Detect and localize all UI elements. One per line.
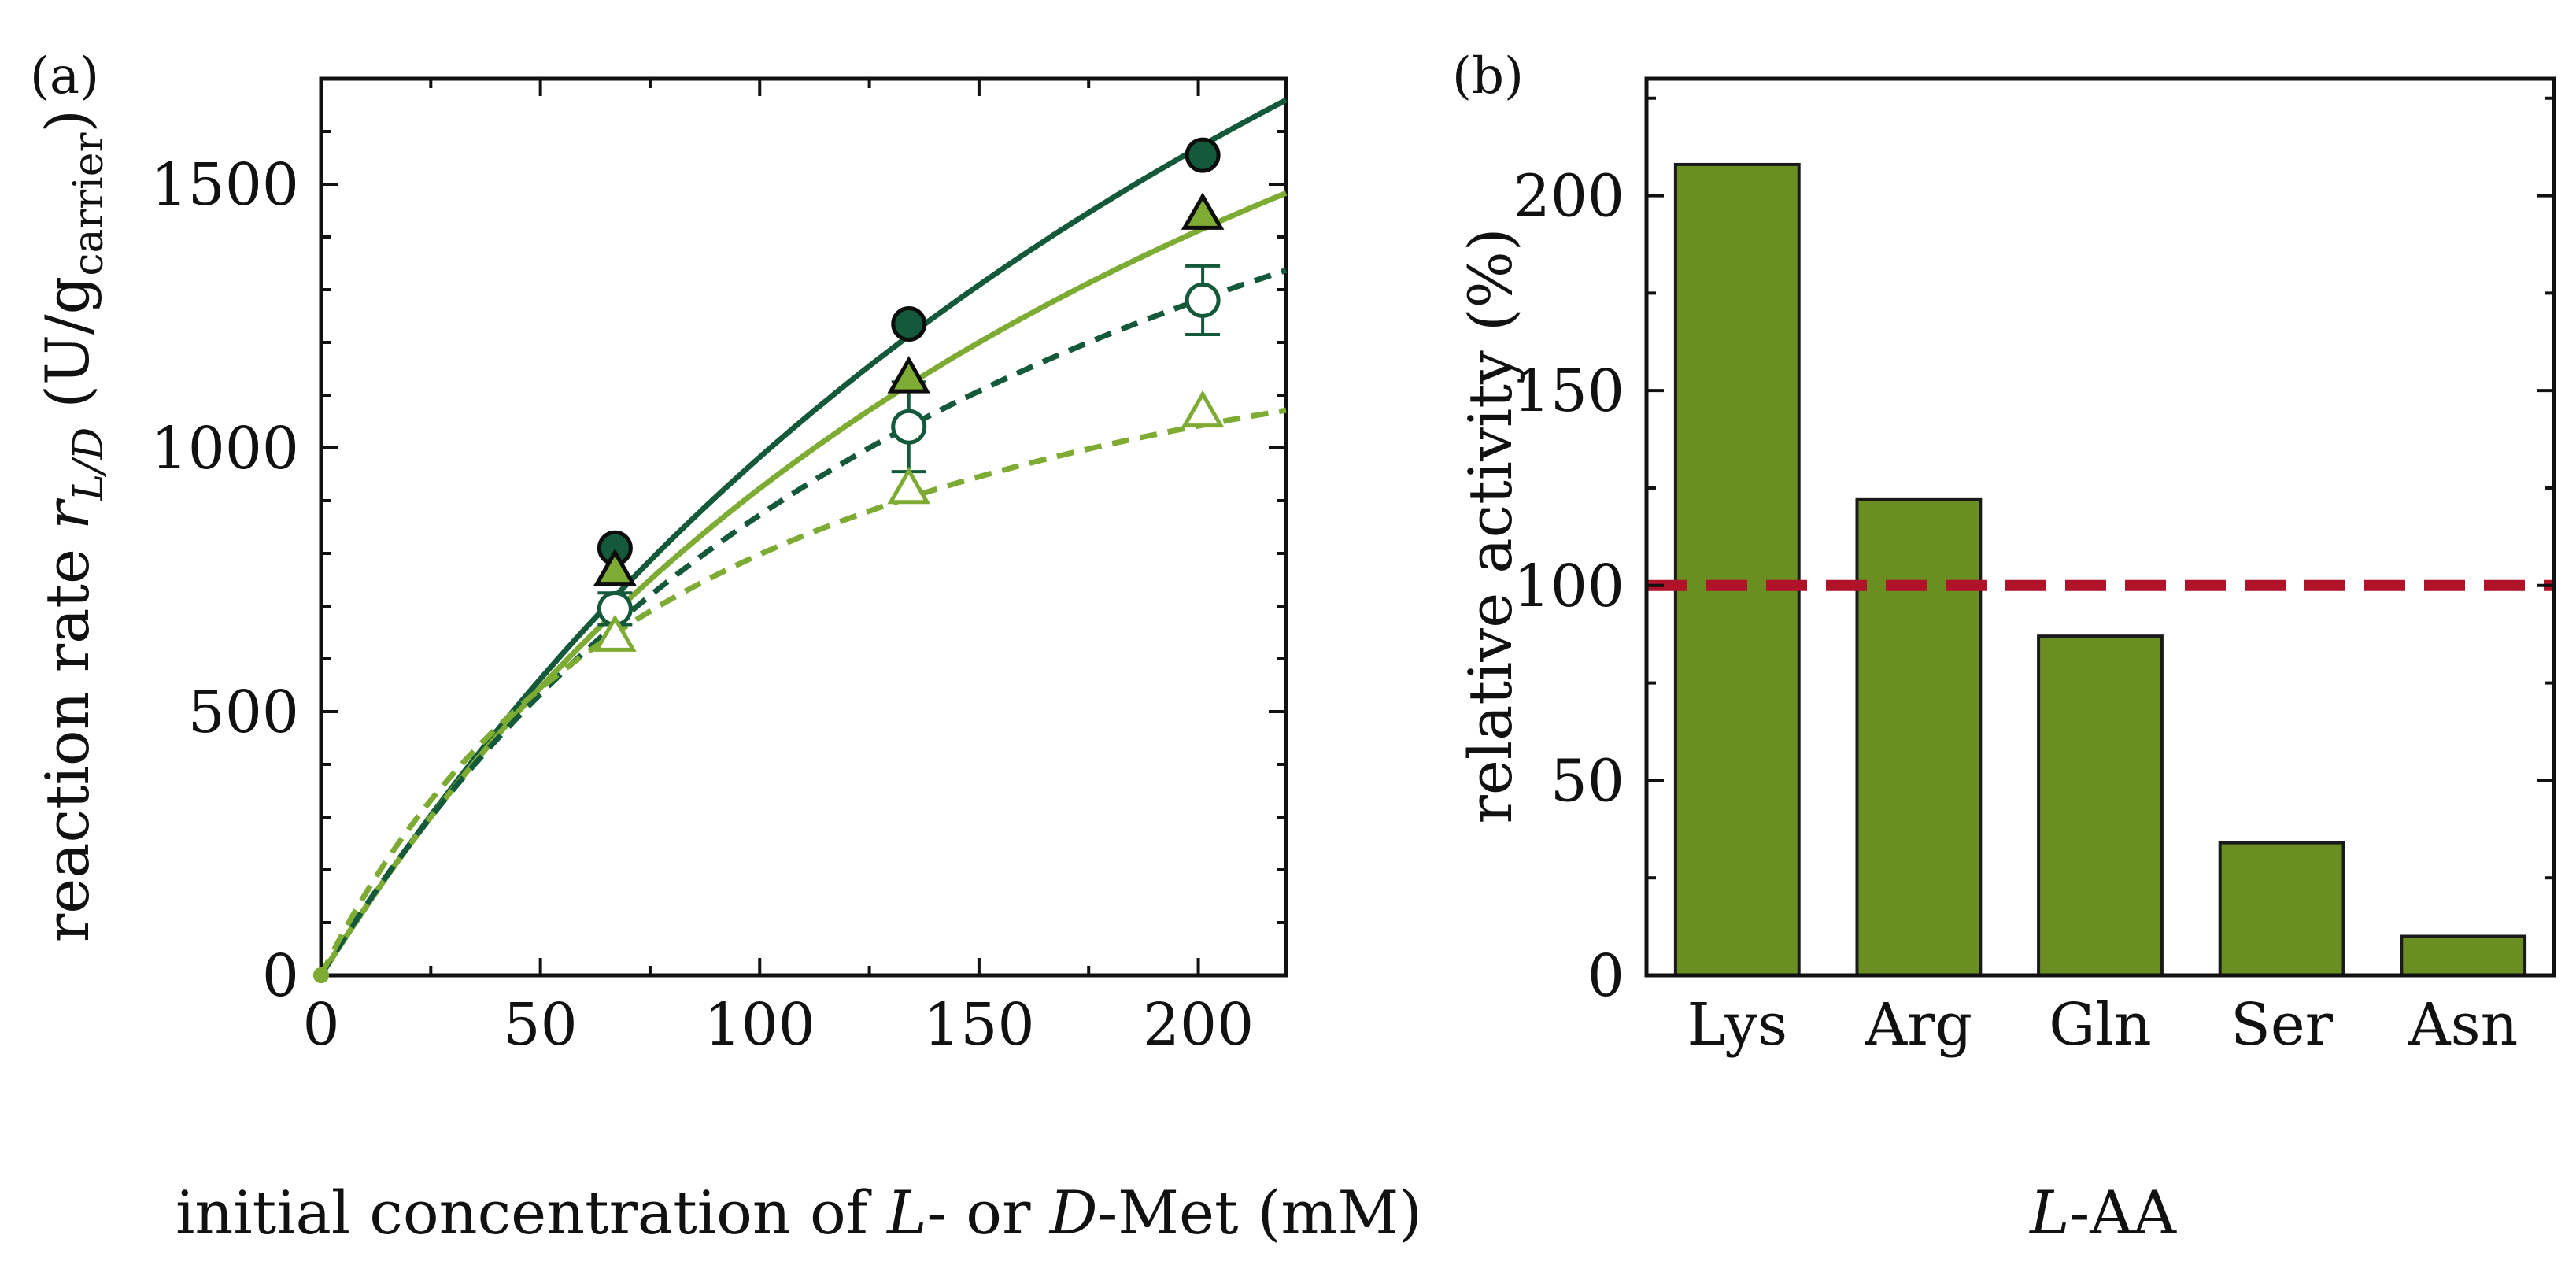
panel-b-label: (b) [1452,47,1524,105]
panel-a-plot-frame [319,76,1288,978]
x-tick-label: 100 [704,991,815,1059]
y-tick-label: 50 [1550,747,1624,815]
data-point-circle [891,409,927,445]
x-tick-label-arg: Arg [1865,991,1972,1059]
x-tick-label: 150 [923,991,1034,1059]
data-point-triangle [887,466,931,505]
panel-a-y-axis-label: reaction rate rL/D (U/gcarrier) [32,109,113,942]
x-tick-label-ser: Ser [2230,991,2333,1059]
data-point-circle [1185,282,1221,318]
x-tick-label: 200 [1143,991,1254,1059]
fit-curve-series-4 [318,407,1287,977]
y-tick-label: 1000 [151,415,299,483]
panel-a-data-points [313,137,1225,983]
x-tick-label: 0 [302,991,339,1059]
x-tick-label-asn: Asn [2408,991,2518,1059]
y-tick-label: 500 [188,679,299,746]
data-point-triangle [593,614,637,652]
panel-a-label: (a) [30,47,99,105]
fit-curve-series-2 [319,190,1288,977]
panel-b-tick-labels: Lys Arg Gln Ser Asn 0 50 100 150 200 [1513,163,2518,1059]
panel-b: (b) Lys Arg Gln Ser Asn 0 50 100 150 200 relative… [1452,47,2556,1248]
bar-arg [1855,497,1983,977]
panel-a-ticks [320,79,1286,977]
y-tick-label: 100 [1513,553,1624,620]
data-point-triangle [593,548,637,586]
panel-a-fit-curves [318,97,1288,977]
x-tick-label-lys: Lys [1687,991,1787,1059]
data-point-triangle [887,356,931,394]
panel-a-tick-labels: 0 50 100 150 200 0 500 1000 1500 [151,151,1254,1059]
data-point-circle [1185,137,1221,173]
data-point-circle [891,306,927,342]
panel-b-bars [1673,162,2527,978]
y-tick-label: 150 [1513,357,1624,425]
panel-b-ticks [1646,96,2554,977]
data-point-origin [313,967,329,983]
data-point-triangle [1181,192,1225,230]
y-tick-label: 200 [1513,163,1624,231]
bar-ser [2218,841,2345,978]
panel-a-x-axis-label: initial concentration of L- or D-Met (mM… [176,1178,1422,1248]
panel-b-plot-frame [1644,76,2556,978]
y-tick-label: 0 [1587,942,1624,1010]
x-tick-label: 50 [504,991,578,1059]
panel-b-x-axis-label: L-AA [2028,1178,2177,1248]
bar-asn [2400,934,2527,978]
bar-lys [1673,162,1801,977]
y-tick-label: 1500 [151,151,299,219]
fit-curve-series-3 [319,268,1288,977]
panel-a: (a) 0 50 100 150 200 0 500 1000 1500 reaction ra… [30,47,1422,1248]
panel-b-y-axis-label: relative activity (%) [1455,228,1525,824]
bar-gln [2037,634,2164,978]
data-point-triangle [1181,390,1225,428]
x-tick-label-gln: Gln [2049,991,2151,1059]
y-tick-label: 0 [262,942,299,1010]
